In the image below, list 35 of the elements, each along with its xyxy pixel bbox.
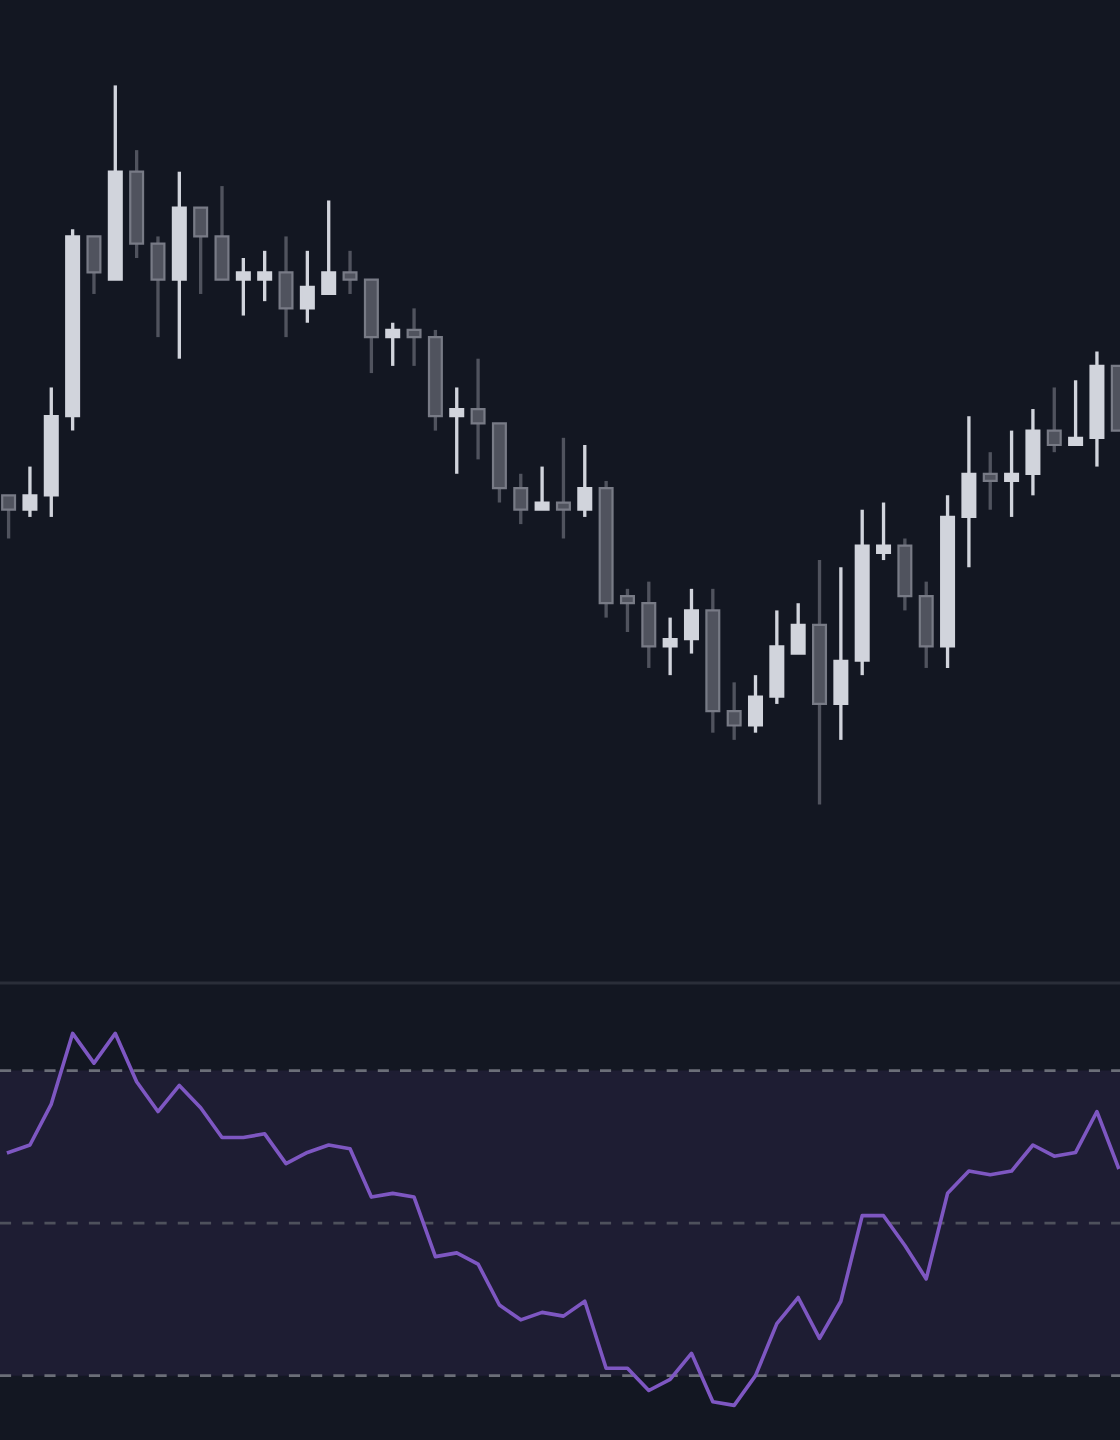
candlestick: [790, 601, 806, 656]
candlestick: [406, 306, 422, 368]
candlestick: [1004, 428, 1020, 519]
candlestick: [641, 579, 657, 670]
candlestick: [961, 414, 977, 569]
candlestick: [1046, 385, 1062, 454]
candlestick: [321, 198, 337, 296]
candlestick: [449, 385, 465, 476]
candlestick: [214, 184, 230, 282]
candlestick: [470, 357, 486, 462]
candlestick: [278, 234, 294, 339]
candlestick: [726, 680, 742, 742]
candlestick: [513, 472, 529, 526]
candlestick: [555, 436, 571, 541]
candlestick: [662, 615, 678, 677]
candlestick: [257, 249, 273, 303]
candlestick: [193, 205, 209, 296]
candlestick: [1, 493, 17, 541]
candlestick: [876, 500, 892, 562]
candlestick: [982, 450, 998, 512]
candlestick: [22, 464, 38, 519]
candlestick: [299, 249, 315, 325]
candlestick: [235, 256, 251, 318]
candlestick: [683, 587, 699, 656]
candlestick: [1025, 407, 1041, 498]
candlestick: [150, 234, 166, 339]
candlestick: [534, 464, 550, 512]
candlestick: [619, 587, 635, 634]
candlestick: [385, 321, 401, 368]
candlestick: [1068, 378, 1084, 447]
candlestick: [86, 234, 102, 296]
candlestick: [833, 565, 849, 742]
candlestick: [342, 249, 358, 296]
candlestick: [577, 443, 593, 519]
candlestick: [747, 673, 764, 735]
